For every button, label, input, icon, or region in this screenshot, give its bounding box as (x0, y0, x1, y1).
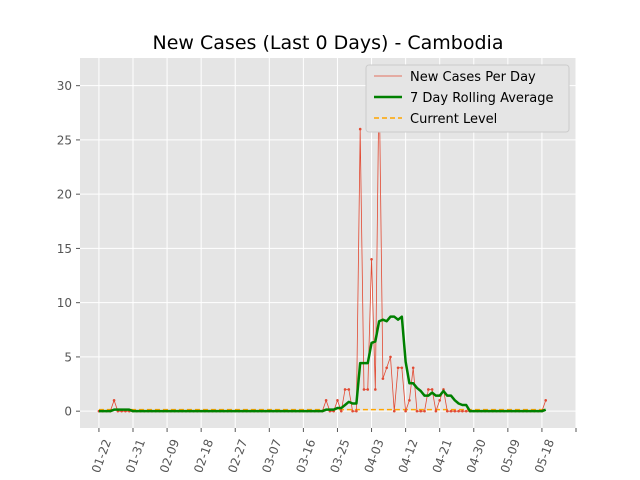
legend-label-current: Current Level (410, 112, 497, 127)
x-tick-label: 03-25 (327, 437, 352, 475)
data-point-new-cases (366, 388, 370, 391)
data-point-new-cases (351, 409, 354, 413)
data-point-new-cases (343, 388, 347, 391)
data-point-new-cases (324, 399, 328, 402)
data-point-new-cases (430, 388, 434, 391)
data-point-new-cases (392, 409, 396, 413)
y-tick-label: 20 (57, 188, 72, 202)
data-point-new-cases (427, 388, 430, 391)
chart-title: New Cases (Last 0 Days) - Cambodia (153, 32, 504, 54)
grid-lines (80, 58, 577, 428)
y-tick-label: 30 (57, 79, 72, 93)
data-point-new-cases (449, 409, 453, 413)
data-point-new-cases (404, 409, 407, 413)
x-tick-label: 04-30 (464, 437, 489, 475)
x-tick-label: 01-22 (89, 437, 114, 475)
y-tick-label: 25 (57, 133, 72, 147)
data-point-new-cases (400, 366, 404, 370)
y-tick-label: 15 (57, 242, 72, 256)
legend-box (365, 64, 570, 133)
x-tick-label: 03-07 (259, 437, 284, 475)
y-tick-label: 10 (57, 296, 72, 310)
legend-label-daily: New Cases Per Day (410, 70, 536, 85)
x-tick-label: 02-09 (157, 437, 182, 475)
data-point-new-cases (445, 409, 449, 413)
legend-label-rolling: 7 Day Rolling Average (410, 91, 553, 106)
data-point-new-cases (385, 366, 388, 370)
data-point-new-cases (438, 399, 441, 402)
series-line-rolling-average (98, 315, 547, 413)
data-point-new-cases (415, 409, 419, 413)
x-tick-label: 04-21 (430, 437, 455, 475)
data-point-new-cases (408, 399, 411, 402)
data-point-new-cases (381, 377, 385, 380)
x-tick-label: 02-27 (225, 437, 250, 475)
data-point-new-cases (358, 127, 362, 131)
y-axis: 0 5 10 15 20 25 30 (57, 79, 80, 419)
data-point-new-cases (339, 409, 343, 413)
data-point-new-cases (544, 399, 548, 402)
data-point-new-cases (112, 399, 116, 402)
x-tick-label: 03-16 (293, 437, 318, 475)
data-point-new-cases (389, 355, 392, 359)
data-point-new-cases (464, 409, 468, 413)
y-tick-label: 5 (64, 350, 72, 364)
y-tick-label: 0 (64, 405, 72, 419)
x-tick-label: 04-12 (396, 437, 421, 475)
x-axis: 01-22 01-31 02-09 02-18 02-27 03-07 03-16 03-25… (89, 428, 577, 475)
data-point-new-cases (457, 409, 460, 413)
x-tick-label: 05-18 (532, 437, 557, 475)
data-point-new-cases (374, 388, 377, 391)
x-tick-label: 02-18 (191, 437, 216, 475)
x-tick-label: 04-03 (362, 437, 387, 475)
data-point-new-cases (362, 388, 366, 391)
legend: New Cases Per Day 7 Day Rolling Average … (365, 64, 570, 133)
data-point-new-cases (453, 409, 457, 413)
x-tick-label: 01-31 (123, 437, 148, 475)
data-point-new-cases (336, 399, 339, 402)
data-point-new-cases (355, 409, 358, 413)
data-point-new-cases (370, 257, 373, 261)
data-point-new-cases (411, 366, 415, 370)
series-layer (97, 73, 548, 413)
x-tick-label: 05-09 (498, 437, 523, 475)
data-point-new-cases (423, 409, 426, 413)
data-point-new-cases (396, 366, 400, 370)
data-point-new-cases (347, 388, 351, 391)
data-point-new-cases (419, 409, 423, 413)
data-point-new-cases (461, 409, 464, 413)
data-point-new-cases (434, 409, 438, 413)
